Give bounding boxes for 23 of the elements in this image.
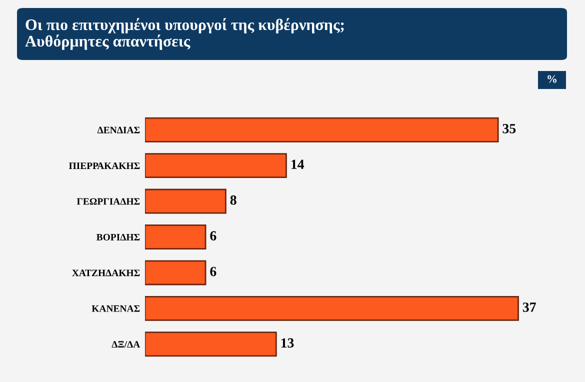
- bar: [145, 188, 226, 214]
- bar: [145, 153, 287, 178]
- y-tick-label: ΠΙΕΡΡΑΚΑΚΗΣ: [68, 162, 140, 169]
- data-label: 14: [292, 160, 304, 169]
- bar: [145, 260, 206, 286]
- bar: [145, 332, 277, 357]
- y-tick-label: ΚΑΝΕΝΑΣ: [92, 305, 140, 312]
- data-label: 37: [522, 302, 536, 312]
- y-tick-label: ΓΕΩΡΓΙΑΔΗΣ: [76, 198, 140, 205]
- data-label: 35: [502, 124, 516, 134]
- data-label: 6: [210, 231, 216, 240]
- chart-title: Οι πιο επιτυχημένοι υπουργοί της κυβέρνησης; Αυθόρμητες απαντήσεις: [25, 18, 344, 50]
- y-tick-label: ΒΟΡΙΔΗΣ: [96, 234, 140, 240]
- y-tick-label: ΧΑΤΖΗΔΑΚΗΣ: [72, 270, 140, 276]
- data-label: 8: [230, 195, 236, 205]
- data-label: 13: [281, 338, 294, 348]
- y-tick-label: ΔΕΝΔΙΑΣ: [97, 126, 140, 134]
- bar: [145, 296, 519, 321]
- bar: [145, 224, 206, 250]
- data-label: 6: [210, 266, 216, 276]
- bar: [145, 117, 499, 142]
- y-tick-label: ΔΞ/ΔΑ: [112, 341, 140, 348]
- text: %: [548, 75, 557, 83]
